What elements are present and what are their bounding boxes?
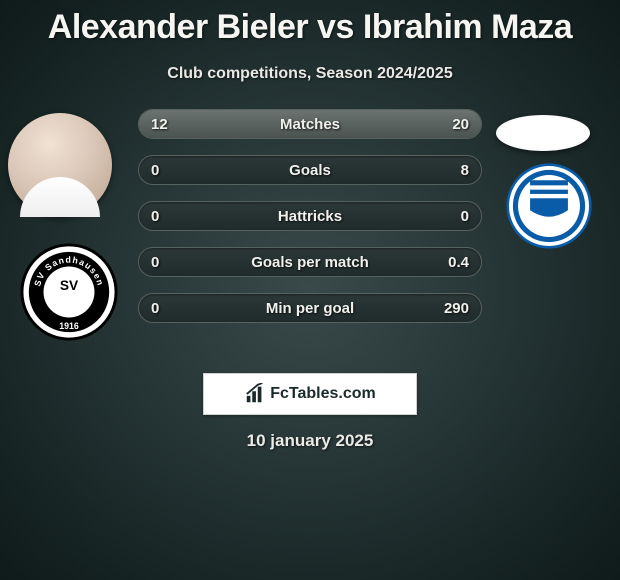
svg-text:1916: 1916: [59, 321, 79, 331]
brand-box[interactable]: FcTables.com: [203, 373, 417, 415]
chart-icon: [244, 383, 266, 405]
stat-label: Min per goal: [139, 294, 481, 322]
club-left-badge: SV SV Sandhausen 1916: [20, 243, 118, 341]
page-title: Alexander Bieler vs Ibrahim Maza: [0, 0, 620, 47]
club-right-badge: Hertha BSC: [506, 163, 592, 249]
stat-label: Goals: [139, 156, 481, 184]
stat-row: 00.4Goals per match: [138, 247, 482, 277]
stats-container: 1220Matches 08Goals 00Hattricks 00.4Goals p…: [138, 109, 482, 339]
player-right-avatar: [496, 115, 590, 151]
stat-row: 08Goals: [138, 155, 482, 185]
stat-label: Goals per match: [139, 248, 481, 276]
stat-row: 1220Matches: [138, 109, 482, 139]
stat-label: Hattricks: [139, 202, 481, 230]
svg-text:Hertha BSC: Hertha BSC: [532, 202, 566, 208]
stat-label: Matches: [139, 110, 481, 138]
stat-row: 0290Min per goal: [138, 293, 482, 323]
comparison-arena: SV SV Sandhausen 1916 Hertha BSC 1220Mat…: [0, 113, 620, 353]
player-left-avatar: [8, 113, 112, 217]
subtitle: Club competitions, Season 2024/2025: [0, 65, 620, 83]
stat-row: 00Hattricks: [138, 201, 482, 231]
brand-text: FcTables.com: [270, 385, 376, 403]
date-text: 10 january 2025: [0, 431, 620, 451]
svg-text:SV: SV: [60, 278, 79, 293]
